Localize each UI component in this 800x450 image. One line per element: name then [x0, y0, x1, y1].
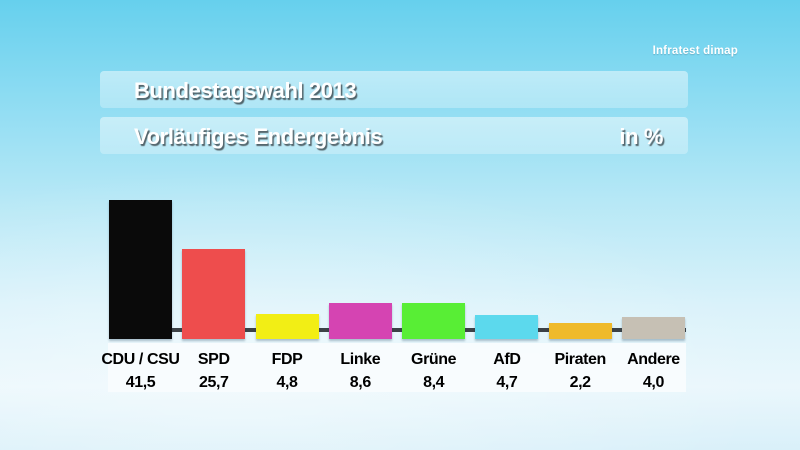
party-name: CDU / CSU — [101, 351, 180, 368]
page-title: Bundestagswahl 2013 — [134, 77, 357, 103]
party-value: 25,7 — [198, 374, 229, 391]
bar-Andere — [621, 316, 685, 340]
x-axis-line — [109, 328, 686, 332]
subtitle-bar: Vorläufiges Endergebnis in % — [100, 117, 688, 154]
unit-label: in % — [619, 123, 663, 149]
page-subtitle: Vorläufiges Endergebnis — [134, 123, 383, 149]
party-value: 8,4 — [423, 374, 445, 391]
category-label: SPD 25,7 — [164, 348, 264, 394]
title-bar: Bundestagswahl 2013 — [100, 71, 688, 108]
category-label: CDU / CSU 41,5 — [91, 348, 191, 394]
bar-Linke — [328, 302, 392, 340]
party-value: 8,6 — [349, 374, 371, 391]
party-name: Linke — [340, 351, 381, 368]
party-name: FDP — [271, 351, 303, 368]
bar-Grüne — [402, 303, 466, 340]
bar-AfD — [475, 314, 539, 340]
category-label: AfD 4,7 — [457, 348, 557, 394]
bar-Piraten — [548, 322, 612, 340]
party-value: 2,2 — [569, 374, 591, 391]
category-label: Grüne 8,4 — [384, 348, 484, 394]
source-credit: Infratest dimap — [652, 45, 738, 57]
category-label: Linke 8,6 — [310, 348, 410, 394]
bar-FDP — [255, 314, 319, 340]
label-band — [108, 343, 686, 392]
party-name: SPD — [197, 351, 230, 368]
party-name: Piraten — [554, 351, 606, 368]
bar-SPD — [182, 249, 246, 340]
party-value: 41,5 — [125, 374, 156, 391]
category-label: Piraten 2,2 — [530, 348, 630, 394]
category-label: Andere 4,0 — [603, 348, 703, 394]
bar-CDU / CSU — [109, 199, 172, 340]
party-name: Grüne — [411, 351, 457, 368]
party-value: 4,8 — [276, 374, 298, 391]
party-value: 4,7 — [496, 374, 518, 391]
party-name: AfD — [493, 351, 521, 368]
category-label: FDP 4,8 — [237, 348, 337, 394]
party-value: 4,0 — [642, 374, 664, 391]
party-name: Andere — [627, 351, 680, 368]
